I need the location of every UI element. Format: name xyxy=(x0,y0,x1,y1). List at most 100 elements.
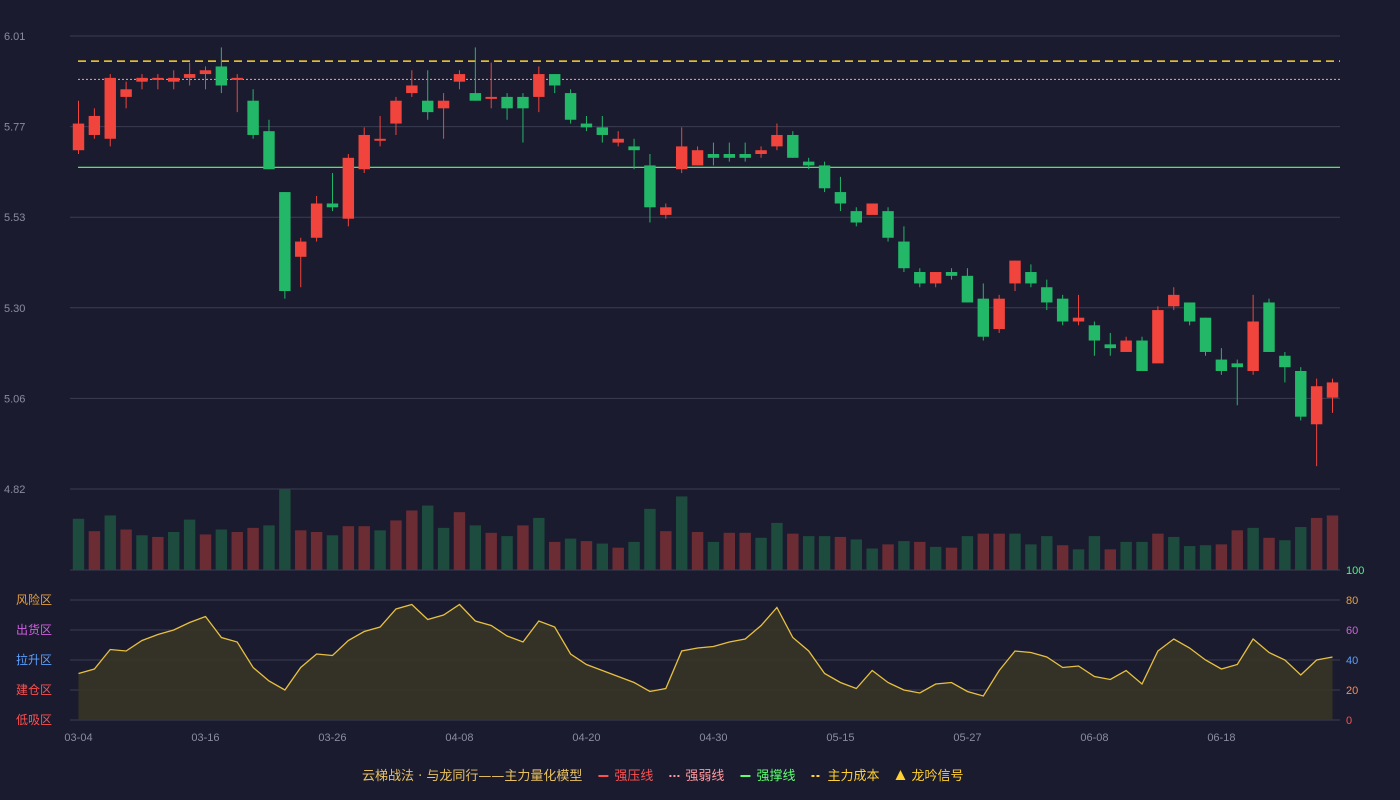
volume-bar xyxy=(961,536,974,570)
legend-label: 云梯战法 · 与龙同行——主力量化模型 xyxy=(362,769,582,784)
volume-bar xyxy=(1009,533,1021,570)
x-tick-label: 04-30 xyxy=(699,732,727,744)
volume-bar xyxy=(691,531,704,570)
volume-bar xyxy=(295,530,307,570)
volume-bar xyxy=(437,527,450,570)
candle-body xyxy=(914,272,926,284)
volume-bar xyxy=(1295,527,1307,570)
candle-body xyxy=(295,241,307,257)
candle-body xyxy=(485,96,497,99)
volume-bar xyxy=(787,533,799,570)
candle-body xyxy=(1279,355,1291,368)
volume-bar xyxy=(739,532,751,570)
zone-label: 建仓区 xyxy=(16,683,52,697)
candle-body xyxy=(437,100,450,109)
volume-bar xyxy=(485,532,497,570)
volume-bar xyxy=(1041,536,1053,570)
volume-bar xyxy=(453,512,466,570)
volume-bar xyxy=(628,541,640,570)
volume-bar xyxy=(834,536,847,570)
candle-body xyxy=(1009,260,1021,284)
volume-bar xyxy=(675,496,688,570)
candle-body xyxy=(802,161,815,166)
indicator-tick-label: 0 xyxy=(1346,715,1352,727)
price-tick-label: 5.30 xyxy=(4,303,25,315)
volume-bar xyxy=(1279,540,1291,570)
volume-bar xyxy=(183,519,196,570)
volume-bar xyxy=(501,536,513,570)
legend-label: 主力成本 xyxy=(827,769,879,784)
volume-bar xyxy=(898,541,910,570)
volume-bar xyxy=(993,533,1005,570)
volume-bar xyxy=(802,536,815,570)
zone-label: 风险区 xyxy=(16,592,52,607)
candle-body xyxy=(453,74,466,82)
volume-bar xyxy=(342,526,355,570)
x-tick-label: 06-18 xyxy=(1207,732,1235,744)
volume-bar xyxy=(533,517,545,570)
price-tick-label: 5.53 xyxy=(4,212,25,224)
candle-body xyxy=(548,74,561,86)
volume-bar xyxy=(104,515,116,570)
candle-body xyxy=(279,192,291,292)
candle-body xyxy=(675,146,688,170)
volume-bar xyxy=(72,518,85,570)
x-tick-label: 04-20 xyxy=(572,732,600,744)
price-tick-label: 5.77 xyxy=(4,122,25,134)
candle-body xyxy=(596,127,609,135)
volume-bar xyxy=(88,531,101,570)
indicator-tick-label: 60 xyxy=(1346,625,1358,637)
candle-body xyxy=(326,203,339,208)
candle-body xyxy=(691,150,704,166)
volume-bar xyxy=(1136,541,1148,570)
candle-body xyxy=(1326,382,1339,398)
legend-label: 龙吟信号 xyxy=(911,768,963,784)
candle-body xyxy=(1199,317,1212,352)
candle-body xyxy=(1215,359,1228,371)
volume-bar xyxy=(866,548,878,570)
volume-bar xyxy=(945,547,958,570)
volume-bar xyxy=(929,546,942,570)
indicator-tick-label: 40 xyxy=(1346,655,1358,667)
volume-bar xyxy=(326,535,339,570)
volume-bar xyxy=(310,531,323,570)
candle-body xyxy=(533,74,545,97)
volume-bar xyxy=(1199,545,1212,570)
candle-body xyxy=(72,123,85,151)
volume-bar xyxy=(723,532,736,570)
legend-label: 强撑线 xyxy=(756,769,795,784)
volume-bar xyxy=(1104,549,1116,570)
volume-bar xyxy=(199,534,212,570)
candle-body xyxy=(961,275,974,303)
x-tick-label: 04-08 xyxy=(445,732,473,744)
volume-bar xyxy=(1152,533,1164,570)
volume-bar xyxy=(850,539,863,570)
volume-bar xyxy=(390,520,402,570)
volume-bar xyxy=(660,531,672,570)
candle-body xyxy=(215,66,228,86)
volume-bar xyxy=(548,541,561,570)
volume-bar xyxy=(358,526,370,570)
candle-body xyxy=(422,100,434,113)
candle-body xyxy=(882,211,894,238)
candle-body xyxy=(1120,340,1132,352)
volume-bar xyxy=(580,541,593,570)
candle-body xyxy=(310,203,323,238)
volume-bar xyxy=(263,525,275,570)
x-tick-label: 03-16 xyxy=(191,732,219,744)
x-tick-label: 05-15 xyxy=(826,732,854,744)
candle-body xyxy=(612,138,624,143)
zone-label: 低吸区 xyxy=(16,713,52,727)
candle-body xyxy=(263,131,275,170)
candle-body xyxy=(580,123,593,128)
x-tick-label: 06-08 xyxy=(1080,732,1108,744)
x-tick-label: 03-26 xyxy=(318,732,346,744)
candle-body xyxy=(1104,344,1116,349)
candle-body xyxy=(406,85,418,94)
legend-label: 强压线 xyxy=(614,769,653,784)
volume-bar xyxy=(564,538,577,570)
volume-bar xyxy=(914,541,926,570)
candle-body xyxy=(168,77,180,82)
candle-body xyxy=(1025,272,1037,284)
